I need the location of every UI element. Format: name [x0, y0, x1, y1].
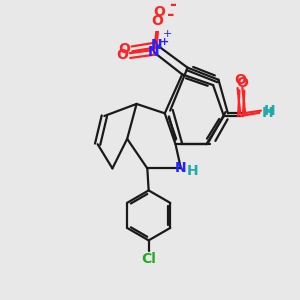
Text: -: - [167, 6, 175, 24]
Text: Cl: Cl [141, 252, 156, 266]
Text: N: N [151, 38, 163, 52]
Text: O: O [234, 73, 246, 87]
Text: O: O [236, 76, 248, 90]
Text: H: H [186, 164, 198, 178]
Text: -: - [169, 0, 176, 14]
Text: H: H [264, 103, 275, 118]
Text: N: N [148, 45, 160, 59]
Text: O: O [116, 48, 128, 62]
Text: +: + [163, 29, 172, 39]
Text: O: O [151, 14, 163, 28]
Text: +: + [160, 37, 169, 47]
Text: H: H [262, 106, 274, 120]
Text: N: N [175, 161, 187, 176]
Text: O: O [153, 5, 165, 19]
Text: O: O [118, 42, 130, 56]
